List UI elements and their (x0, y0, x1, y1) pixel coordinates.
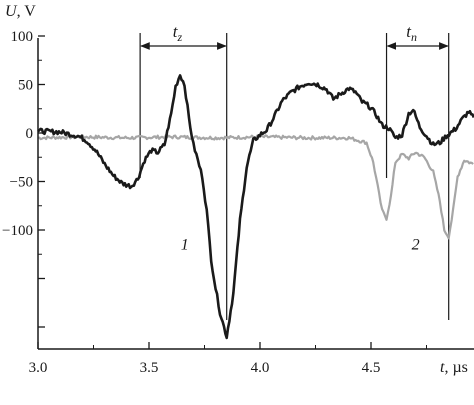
y-tick-label-4: −100 (2, 223, 33, 239)
x-tick-label-0: 3.0 (29, 360, 48, 376)
y-axis-unit: , V (17, 3, 37, 20)
axes (37, 38, 474, 350)
y-axis-title: U, V (5, 3, 36, 20)
x-tick-label-1: 3.5 (140, 360, 159, 376)
y-tick-label-3: −50 (10, 175, 33, 191)
y-tick-label-1: 50 (18, 78, 33, 94)
series-layer (37, 74, 474, 340)
interval-label-0: tz (173, 22, 183, 44)
series-line-1 (37, 74, 474, 340)
y-tick-label-0: 100 (11, 29, 34, 45)
y-axis-symbol: U (5, 3, 18, 20)
interval-guides: tz tn 1 2 (139, 22, 450, 320)
ticks: 3.0 3.5 4.0 4.5 100 50 0 −50 −100 (2, 29, 427, 376)
curve-label-2: 2 (412, 237, 420, 254)
x-tick-label-3: 4.5 (362, 360, 381, 376)
curve-label-1: 1 (181, 237, 189, 254)
labels: U, V t, µs (5, 3, 468, 376)
series-line-2 (37, 134, 474, 240)
x-axis-title: t, µs (440, 359, 468, 376)
x-tick-label-2: 4.0 (251, 360, 270, 376)
x-axis-symbol: t (440, 359, 445, 376)
x-axis-unit: , µs (444, 359, 467, 376)
y-tick-label-2: 0 (26, 126, 34, 142)
interval-label-1: tn (406, 22, 417, 44)
